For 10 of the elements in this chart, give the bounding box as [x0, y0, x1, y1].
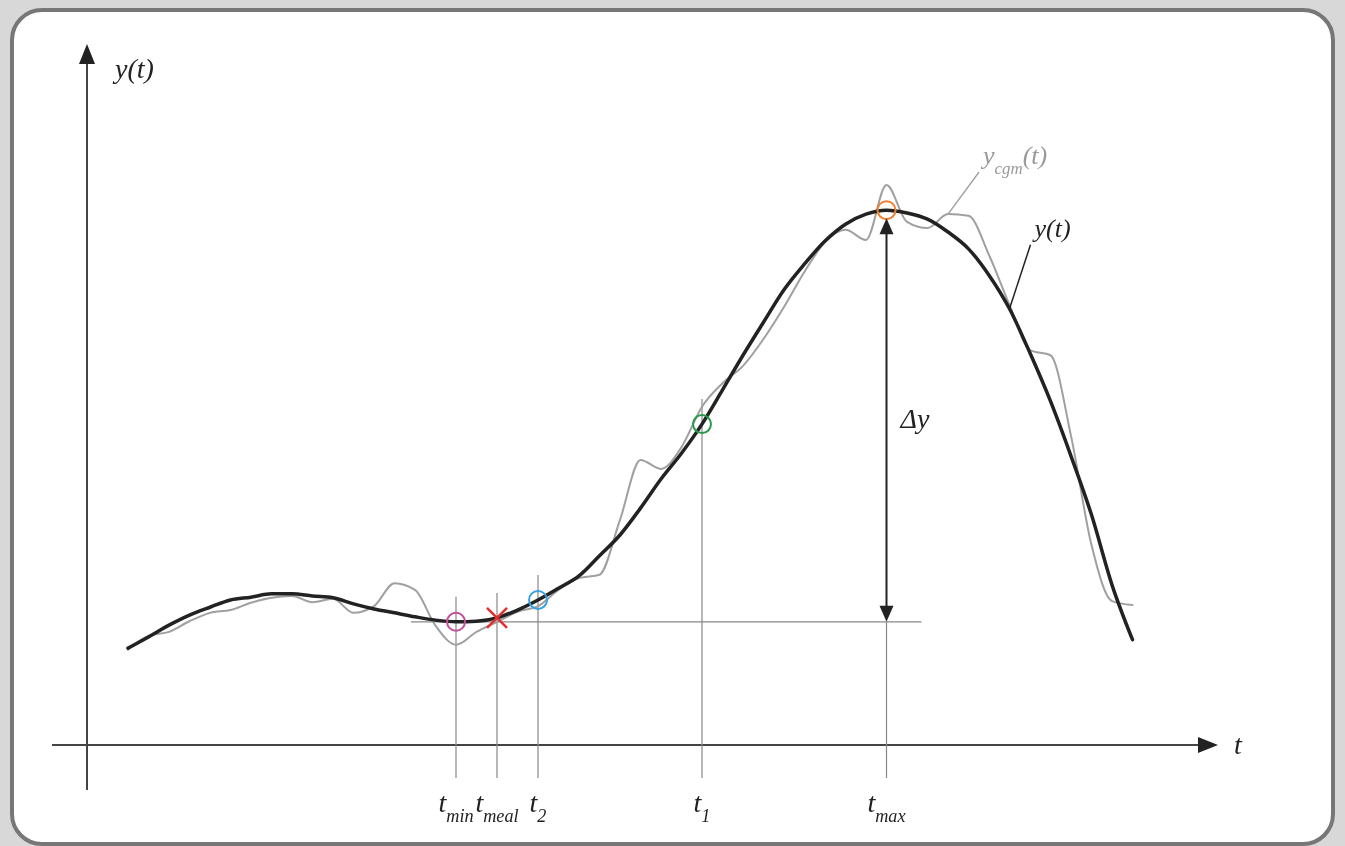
x-tick-label: t$_{2}$ [529, 787, 547, 826]
x-tick-label: t$_{1}$ [693, 787, 711, 826]
x-tick-label: t$_{max}$ [867, 787, 906, 826]
y-axis-title: y(t) [112, 53, 154, 84]
x-tick-label: t$_{meal}$ [475, 787, 519, 826]
series-label: y$_{cgm}$(t) [980, 141, 1048, 178]
x-axis-title: t [1234, 729, 1243, 760]
text: y(t) [1031, 213, 1071, 243]
annotation: Δy [899, 403, 930, 434]
x-tick-label: t$_{min}$ [438, 787, 474, 826]
